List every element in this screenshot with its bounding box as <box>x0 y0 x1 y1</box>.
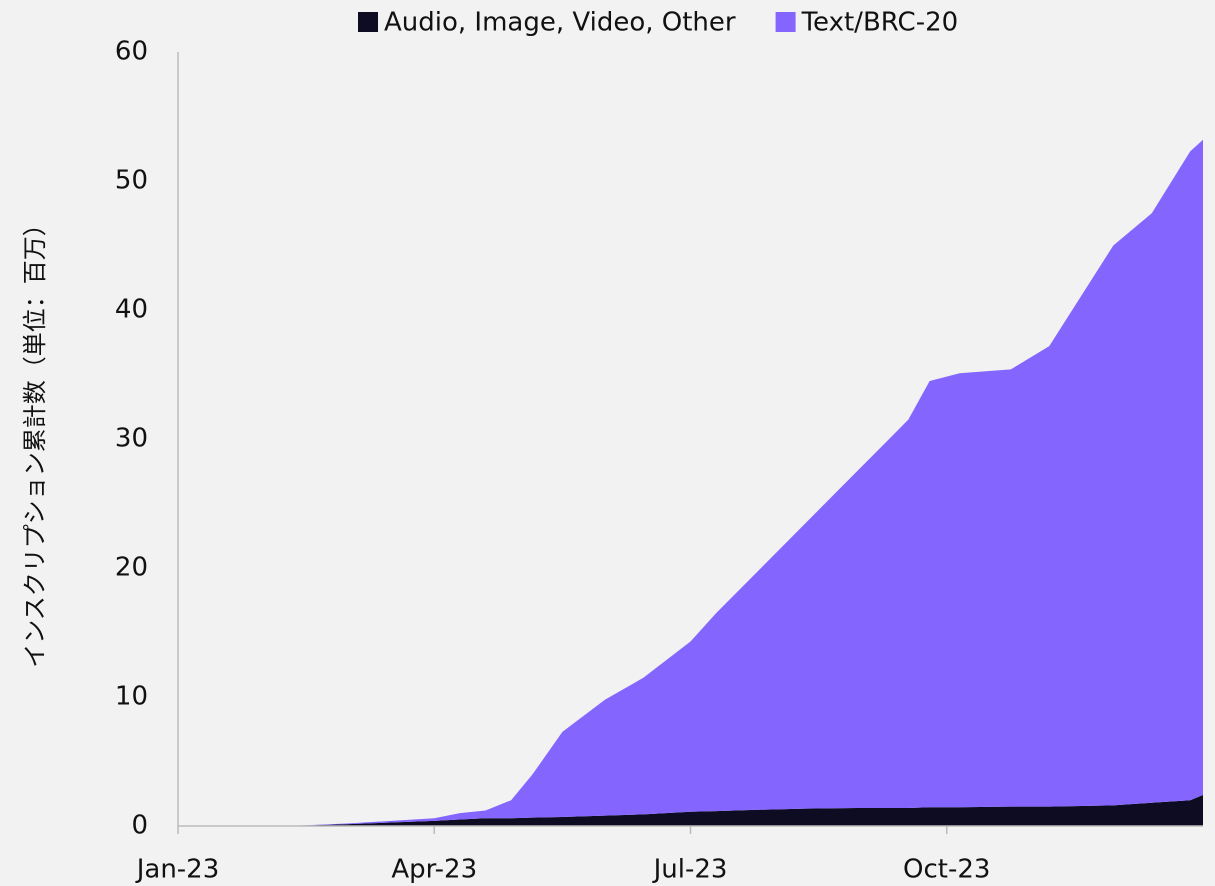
legend-swatch <box>775 12 796 32</box>
legend-label: Text/BRC-20 <box>801 8 959 38</box>
y-tick-label: 10 <box>115 682 148 712</box>
x-tick-label: Jan-23 <box>135 855 220 885</box>
y-axis-label: インスクリプション累計数（単位：百万） <box>21 212 49 668</box>
y-tick-label: 0 <box>131 811 148 841</box>
y-tick-label: 40 <box>115 295 148 325</box>
legend-swatch <box>358 12 378 32</box>
x-tick-label: Oct-23 <box>903 855 990 885</box>
y-tick-label: 30 <box>115 424 148 454</box>
x-tick-label: Apr-23 <box>391 855 477 885</box>
y-tick-label: 60 <box>115 37 148 67</box>
x-tick-label: Jul-23 <box>652 855 728 885</box>
y-tick-label: 50 <box>115 166 148 196</box>
area <box>178 139 1203 827</box>
area <box>178 795 1203 826</box>
y-tick-label: 20 <box>115 553 148 583</box>
legend-label: Audio, Image, Video, Other <box>384 8 736 38</box>
